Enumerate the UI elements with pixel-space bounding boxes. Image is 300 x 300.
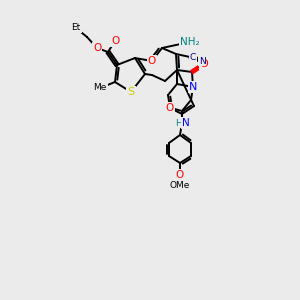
Text: O: O — [111, 36, 119, 46]
Text: O: O — [176, 170, 184, 180]
Text: Et: Et — [71, 23, 81, 32]
Text: Me: Me — [93, 83, 107, 92]
Text: S: S — [128, 87, 135, 97]
Text: O: O — [200, 59, 208, 69]
Text: OMe: OMe — [170, 182, 190, 190]
Text: N: N — [199, 56, 206, 65]
Text: H: H — [176, 118, 182, 127]
Text: NH₂: NH₂ — [180, 37, 200, 47]
Text: N: N — [182, 118, 190, 128]
Text: O: O — [166, 103, 174, 113]
Text: C: C — [190, 53, 196, 62]
Text: O: O — [93, 43, 101, 53]
Text: O: O — [148, 56, 156, 66]
Text: N: N — [189, 82, 197, 92]
